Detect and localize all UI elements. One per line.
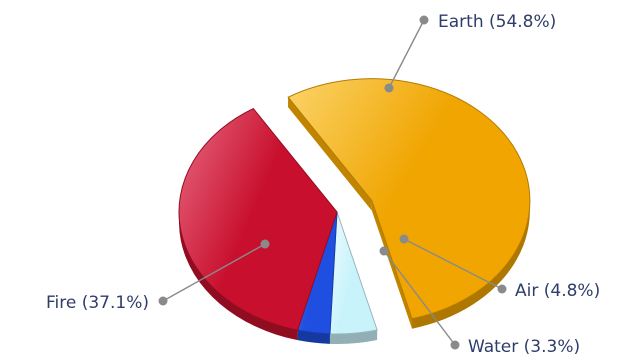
leader-line-earth <box>388 19 425 89</box>
data-label-water: Water (3.3%) <box>379 246 580 356</box>
leader-outer-dot-water <box>450 340 460 350</box>
pie-slice-earth[interactable] <box>287 78 531 329</box>
pie-slice-air-side <box>329 329 378 344</box>
slice-layer <box>178 78 531 344</box>
leader-line-water <box>383 250 456 346</box>
pie-slice-earth-cut-face-1 <box>371 200 413 329</box>
leader-inner-dot-fire <box>260 239 270 249</box>
leader-inner-dot-earth <box>384 83 394 93</box>
data-label-fire: Fire (37.1%) <box>46 239 270 313</box>
slice-label-earth: Earth (54.8%) <box>438 12 556 32</box>
pie-slice-earth-top <box>287 78 531 320</box>
pie-slice-fire[interactable] <box>178 107 338 341</box>
pie-slice-fire-top <box>178 107 338 331</box>
slice-label-air: Air (4.8%) <box>515 281 600 301</box>
pie-slice-air[interactable] <box>329 211 378 344</box>
leader-outer-dot-air <box>497 284 507 294</box>
label-layer: Earth (54.8%) Air (4.8%) Water (3.3%) Fire … <box>46 12 600 356</box>
leader-line-air <box>403 238 503 290</box>
data-label-air: Air (4.8%) <box>399 234 600 301</box>
leader-outer-dot-fire <box>158 296 168 306</box>
data-label-earth: Earth (54.8%) <box>384 12 556 93</box>
leader-outer-dot-earth <box>419 15 429 25</box>
slice-label-water: Water (3.3%) <box>468 337 580 356</box>
leader-line-fire <box>162 243 266 302</box>
pie-slice-earth-cut-face-0 <box>288 97 372 211</box>
leader-inner-dot-water <box>379 246 389 256</box>
pie-slice-air-top <box>329 211 378 335</box>
leader-inner-dot-air <box>399 234 409 244</box>
slice-label-fire: Fire (37.1%) <box>46 293 149 313</box>
